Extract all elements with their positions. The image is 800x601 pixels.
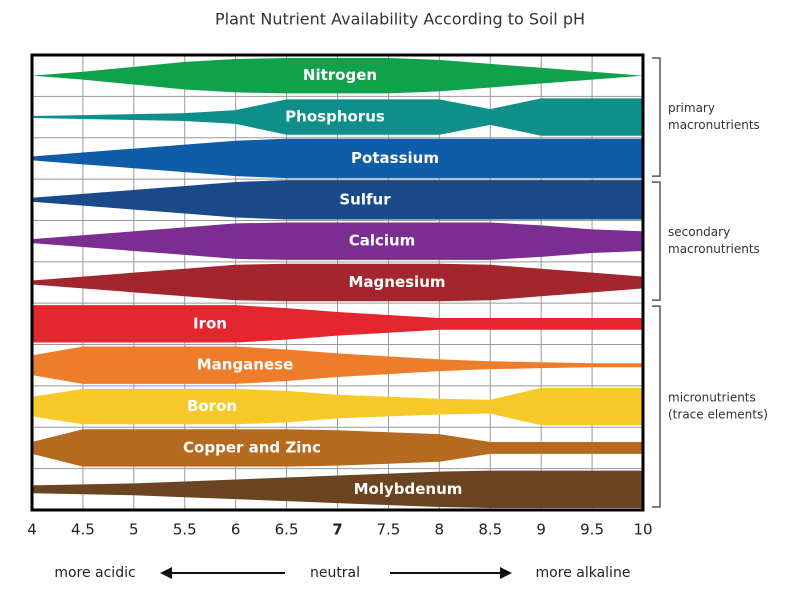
group-label: (trace elements)	[668, 408, 768, 422]
x-tick-label: 6.5	[275, 521, 299, 539]
group-bracket	[652, 305, 661, 508]
nutrient-band	[32, 138, 643, 179]
band-label: Boron	[187, 397, 237, 415]
x-tick-label: 10	[633, 521, 652, 539]
x-tick-label: 9	[536, 521, 546, 539]
x-tick-label: 8.5	[478, 521, 502, 539]
footer-center: neutral	[310, 565, 360, 581]
nutrient-band	[32, 470, 643, 509]
nutrient-band	[32, 429, 643, 467]
footer-left: more acidic	[54, 565, 135, 581]
x-tick-label: 7.5	[376, 521, 400, 539]
band-label: Molybdenum	[354, 480, 463, 498]
plot-border	[30, 53, 645, 512]
band-label: Phosphorus	[285, 108, 385, 126]
band-label: Copper and Zinc	[183, 438, 321, 456]
band-label: Calcium	[349, 232, 416, 250]
footer-right: more alkaline	[536, 565, 631, 581]
nutrient-band	[32, 346, 643, 384]
group-label: macronutrients	[668, 242, 760, 256]
nutrient-band	[32, 387, 643, 426]
x-tick-label: 4.5	[71, 521, 95, 539]
x-tick-label: 7	[332, 521, 342, 539]
band-label: Manganese	[197, 356, 294, 374]
nutrient-band	[32, 222, 643, 260]
nutrient-band	[32, 98, 643, 136]
x-tick-label: 9.5	[580, 521, 604, 539]
chart-title: Plant Nutrient Availability According to…	[215, 10, 585, 29]
x-tick-label: 6	[231, 521, 241, 539]
x-tick-label: 4	[27, 521, 37, 539]
group-label: secondary	[668, 225, 730, 239]
band-label: Iron	[193, 314, 227, 332]
band-label: Magnesium	[348, 273, 445, 291]
x-tick-label: 5.5	[173, 521, 197, 539]
nutrient-band	[32, 57, 643, 94]
band-label: Nitrogen	[303, 66, 377, 84]
band-label: Sulfur	[339, 190, 391, 208]
nutrient-band	[32, 263, 643, 302]
group-label: macronutrients	[668, 118, 760, 132]
group-label: micronutrients	[668, 391, 756, 405]
nutrient-band	[32, 305, 643, 343]
group-bracket	[652, 181, 661, 301]
x-tick-label: 8	[435, 521, 445, 539]
x-tick-label: 5	[129, 521, 139, 539]
band-label: Potassium	[351, 149, 439, 167]
nutrient-band	[32, 180, 643, 220]
group-bracket	[652, 57, 661, 177]
group-label: primary	[668, 101, 715, 115]
arrows	[160, 567, 512, 579]
